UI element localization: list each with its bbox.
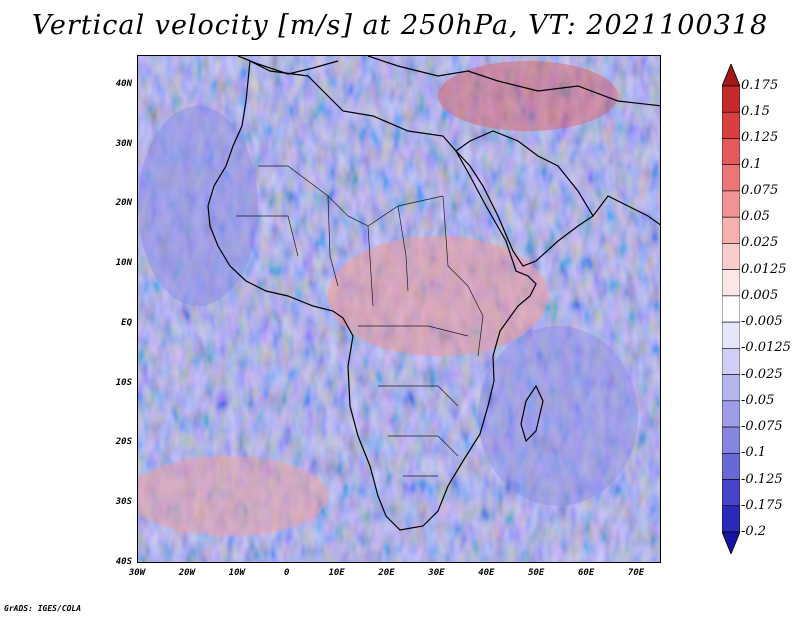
- positive-region: [438, 61, 618, 131]
- colorbar-box: [722, 269, 740, 297]
- colorbar-box: [722, 505, 740, 533]
- lon-tick-label: 50E: [528, 568, 545, 578]
- lat-tick-label: 30N: [115, 138, 132, 149]
- colorbar-level-label: 0.15: [741, 104, 770, 120]
- negative-region: [138, 106, 258, 306]
- credit-label: GrADS: IGES/COLA: [4, 604, 82, 613]
- lon-tick-label: 40E: [478, 568, 495, 578]
- colorbar-box: [722, 452, 740, 480]
- country-borders: [236, 165, 484, 477]
- colorbar-box: [722, 295, 740, 323]
- map-field: [138, 56, 660, 562]
- negative-region: [478, 326, 638, 506]
- colorbar-level-label: 0.005: [741, 287, 779, 303]
- colorbar: [722, 64, 740, 554]
- colorbar-box: [722, 348, 740, 375]
- colorbar-box: [722, 321, 740, 349]
- colorbar-level-label: 0.025: [741, 235, 779, 251]
- lon-tick-label: 20W: [178, 568, 196, 578]
- lat-tick-label: 40N: [115, 78, 132, 89]
- colorbar-box: [722, 138, 740, 166]
- colorbar-level-label: 0.0125: [741, 261, 787, 277]
- colorbar-box: [722, 216, 740, 244]
- colorbar-box: [722, 400, 740, 428]
- colorbar-box: [722, 164, 740, 192]
- lat-tick-label: EQ: [121, 317, 132, 328]
- colorbar-top-arrow: [722, 64, 740, 87]
- lat-tick-label: 20N: [115, 198, 132, 209]
- lon-tick-label: 30E: [428, 568, 445, 578]
- colorbar-box: [722, 111, 740, 139]
- lat-tick-label: 10S: [115, 377, 132, 388]
- colorbar-level-label: -0.05: [741, 392, 775, 408]
- colorbar-level-label: 0.075: [741, 182, 779, 198]
- colorbar-level-label: -0.125: [741, 471, 783, 487]
- lat-tick-label: 40S: [115, 557, 132, 567]
- colorbar-level-label: -0.1: [741, 445, 767, 461]
- lat-tick-label: 10N: [115, 258, 132, 269]
- colorbar-bottom-arrow: [722, 531, 740, 554]
- lon-tick-label: 20E: [378, 568, 395, 578]
- lon-tick-label: 10E: [328, 568, 345, 578]
- lon-tick-label: 10W: [228, 568, 245, 578]
- colorbar-level-label: 0.05: [741, 209, 770, 225]
- colorbar-level-label: -0.175: [741, 497, 783, 513]
- lon-tick-label: 60E: [578, 568, 595, 578]
- colorbar-box: [722, 479, 740, 507]
- lat-tick-label: 30S: [115, 497, 132, 508]
- coastlines: [207, 56, 660, 531]
- lon-tick-label: 30W: [128, 568, 146, 578]
- map-panel: [137, 55, 661, 563]
- colorbar-level-label: -0.025: [741, 366, 783, 382]
- chart-title: Vertical velocity [m/s] at 250hPa, VT: 2…: [31, 10, 769, 41]
- lat-tick-label: 20S: [115, 437, 132, 448]
- colorbar-level-label: 0.175: [741, 78, 779, 93]
- colorbar-box: [722, 426, 740, 454]
- colorbar-box: [722, 243, 740, 270]
- lon-tick-label: 0: [283, 568, 290, 578]
- colorbar-box: [722, 190, 740, 218]
- positive-region: [138, 456, 328, 536]
- lon-tick-label: 70E: [627, 568, 645, 578]
- colorbar-level-label: -0.005: [741, 314, 783, 330]
- colorbar-level-label: 0.1: [741, 156, 762, 172]
- colorbar-level-label: 0.125: [741, 130, 779, 146]
- colorbar-box: [722, 374, 740, 402]
- colorbar-level-label: -0.2: [741, 524, 767, 539]
- colorbar-level-label: -0.0125: [741, 340, 791, 356]
- colorbar-level-label: -0.075: [741, 419, 783, 435]
- colorbar-box: [722, 85, 740, 113]
